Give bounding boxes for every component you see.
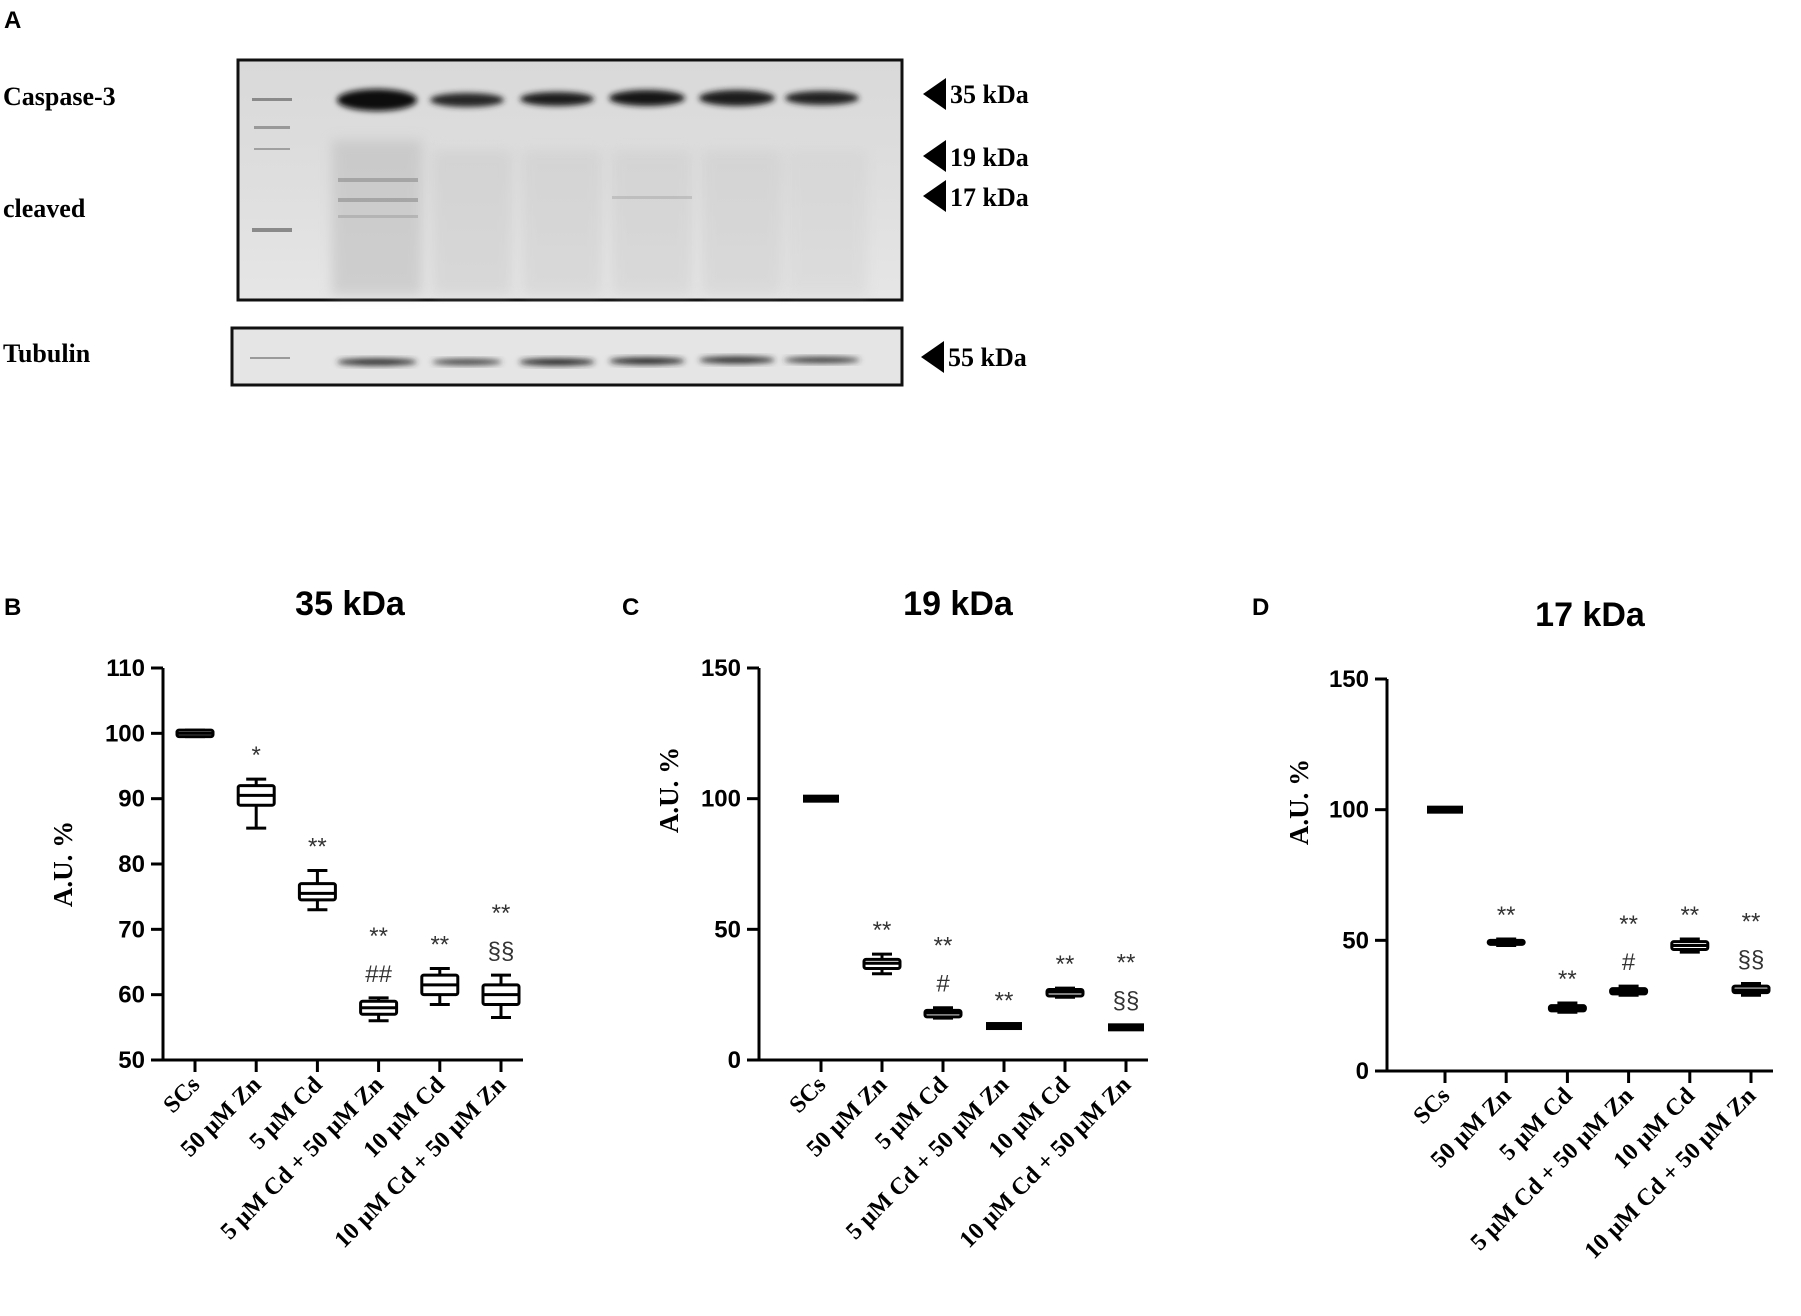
significance-label: ** [873, 917, 892, 944]
y-tick-label: 50 [1342, 927, 1369, 954]
box-plot-0 [175, 728, 215, 739]
significance-label: ** [1497, 902, 1516, 929]
y-tick-label: 100 [105, 720, 145, 747]
box-plot-5 [1731, 981, 1771, 997]
box-plot-5 [481, 973, 521, 1020]
box-plot-5 [1108, 1023, 1144, 1032]
box-median-bar [803, 794, 839, 803]
significance-label: ** [308, 834, 327, 861]
box-plot-4 [420, 967, 460, 1006]
box-plot-0 [803, 794, 839, 803]
y-axis-label: A.U. % [48, 821, 78, 907]
box-median-bar [1108, 1023, 1144, 1032]
caspase-blot-membrane [236, 58, 904, 302]
y-tick-label: 80 [118, 851, 145, 878]
box-median-bar [986, 1022, 1022, 1031]
marker-35kda: 35 kDa [923, 78, 1029, 110]
y-tick-label: 70 [118, 916, 145, 943]
significance-label: * [252, 742, 261, 769]
significance-label: §§ [488, 938, 515, 965]
y-tick-label: 150 [701, 655, 741, 682]
panel-letter: C [622, 594, 639, 621]
significance-label: ** [1117, 950, 1136, 977]
marker-17kda-label: 17 kDa [950, 183, 1029, 212]
significance-label: ** [1056, 951, 1075, 978]
box-plot-1 [1486, 937, 1526, 948]
box-plot-4 [1045, 986, 1085, 999]
significance-label: §§ [1738, 946, 1765, 973]
x-tick-label: SCs [1409, 1083, 1456, 1130]
marker-arrow-icon [923, 78, 946, 110]
significance-label: ** [995, 988, 1014, 1015]
significance-label: # [1622, 949, 1636, 976]
marker-arrow-icon [921, 341, 944, 373]
significance-label: # [936, 971, 950, 998]
panel-letter: B [4, 594, 21, 621]
western-blot-panel: A Caspase-3 cleaved Tubulin [3, 7, 1029, 387]
y-axis-label: A.U. % [1284, 759, 1314, 845]
significance-label: ** [369, 923, 388, 950]
box-iqr [297, 882, 337, 902]
significance-label: ** [1558, 966, 1577, 993]
y-tick-label: 0 [728, 1047, 741, 1074]
marker-19kda-label: 19 kDa [950, 143, 1029, 172]
chart-title: 17 kDa [1535, 596, 1646, 634]
x-tick-label: SCs [159, 1072, 206, 1119]
cleaved-label: cleaved [3, 194, 86, 223]
marker-arrow-icon [923, 140, 946, 172]
box-plot-3 [986, 1022, 1022, 1031]
chart-title: 35 kDa [295, 585, 406, 623]
box-plot-2 [923, 1006, 963, 1020]
x-tick-label: SCs [785, 1072, 832, 1119]
significance-label: ** [1742, 908, 1761, 935]
y-tick-label: 100 [701, 786, 741, 813]
y-tick-label: 100 [1329, 797, 1369, 824]
significance-label: ** [430, 932, 449, 959]
box-plot-0 [1427, 805, 1463, 814]
marker-17kda: 17 kDa [923, 180, 1029, 212]
caspase-3-label: Caspase-3 [3, 82, 116, 111]
box-plot-3 [359, 996, 399, 1023]
y-tick-label: 150 [1329, 666, 1369, 693]
chart-title: 19 kDa [903, 585, 1014, 623]
significance-label: ** [492, 900, 511, 927]
y-tick-label: 50 [118, 1047, 145, 1074]
y-tick-label: 60 [118, 982, 145, 1009]
y-tick-label: 110 [106, 655, 145, 682]
tubulin-label: Tubulin [3, 339, 91, 368]
box-plot-1 [862, 952, 902, 976]
significance-label: §§ [1113, 988, 1140, 1015]
y-tick-label: 90 [118, 786, 145, 813]
marker-19kda: 19 kDa [923, 140, 1029, 172]
panel-letter: D [1252, 594, 1269, 621]
significance-label: ## [365, 961, 392, 988]
y-tick-label: 0 [1356, 1058, 1369, 1085]
box-plot-1 [236, 777, 276, 830]
panel-letter-a: A [4, 7, 21, 34]
y-axis-label: A.U. % [654, 747, 684, 833]
marker-35kda-label: 35 kDa [950, 80, 1029, 109]
box-plot-4 [1670, 937, 1710, 954]
y-tick-label: 50 [714, 916, 741, 943]
marker-55kda-label: 55 kDa [948, 343, 1027, 372]
box-plot-2 [1547, 1001, 1587, 1014]
marker-arrow-icon [923, 180, 946, 212]
box-median-bar [1427, 805, 1463, 814]
significance-label: ** [934, 933, 953, 960]
box-plot-3 [1609, 984, 1649, 997]
marker-55kda: 55 kDa [921, 341, 1027, 373]
box-plot-2 [297, 869, 337, 912]
significance-label: ** [1619, 911, 1638, 938]
tubulin-blot-membrane [230, 326, 904, 387]
significance-label: ** [1680, 902, 1699, 929]
